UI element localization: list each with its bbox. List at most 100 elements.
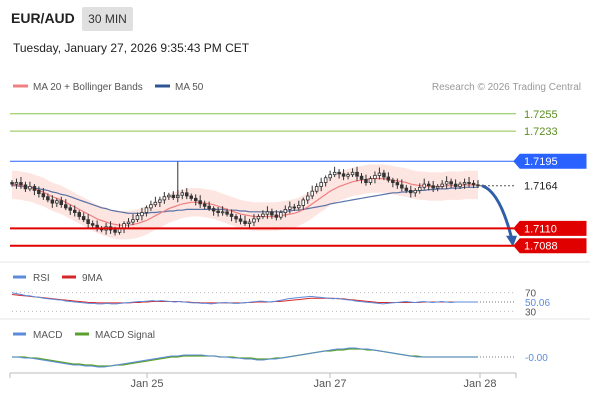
rsi-ma-label: 9MA bbox=[82, 273, 103, 284]
candle-body bbox=[386, 176, 391, 181]
ma20-line bbox=[12, 178, 478, 226]
candle-body bbox=[382, 172, 386, 178]
level-tag-1-7164 bbox=[514, 178, 586, 193]
macd-legend: MACD MACD Signal bbox=[13, 330, 155, 341]
price-plot bbox=[10, 161, 517, 247]
price-levels: 1.7255 1.7233 1.7195 1.7164 1.7110 1.7088 bbox=[10, 109, 587, 254]
candle-body bbox=[256, 216, 261, 220]
price-legend: MA 20 + Bollinger Bands MA 50 Research ©… bbox=[13, 82, 581, 93]
candle-body bbox=[292, 206, 296, 209]
candle-body bbox=[14, 182, 19, 185]
candle-body bbox=[319, 182, 323, 187]
candle-body bbox=[202, 203, 207, 207]
candle-body bbox=[55, 200, 59, 204]
candle-body bbox=[332, 171, 337, 176]
macd-label: MACD bbox=[33, 330, 62, 341]
candle-body bbox=[10, 182, 14, 185]
candle-body bbox=[81, 216, 86, 221]
macd-signal-line bbox=[12, 348, 478, 367]
candle-body bbox=[207, 205, 211, 209]
candle-body bbox=[131, 219, 135, 223]
candle-body bbox=[68, 207, 73, 211]
candle-body bbox=[140, 212, 144, 217]
candle-body bbox=[435, 186, 440, 189]
candle-body bbox=[417, 186, 422, 191]
candle-body bbox=[126, 221, 131, 225]
candle-body bbox=[476, 184, 480, 187]
candle-body bbox=[220, 211, 225, 214]
candle-body bbox=[211, 208, 216, 212]
rsi-tick-30: 30 bbox=[525, 307, 537, 318]
macd-line bbox=[12, 347, 478, 368]
candle-body bbox=[274, 214, 279, 218]
candle-body bbox=[171, 194, 176, 198]
candle-body bbox=[377, 172, 382, 176]
candle-body bbox=[359, 175, 364, 180]
candle-body bbox=[467, 182, 471, 184]
candle-body bbox=[64, 204, 68, 209]
level-label-1-7110: 1.7110 bbox=[524, 223, 557, 235]
candle-body bbox=[167, 194, 171, 198]
candle-body bbox=[426, 183, 431, 187]
candle-body bbox=[471, 182, 476, 186]
candle-body bbox=[247, 221, 252, 225]
x-tick-label: Jan 25 bbox=[130, 378, 163, 390]
copyright-label: Research © 2026 Trading Central bbox=[432, 82, 581, 93]
macd-plot: -0.00 bbox=[12, 347, 548, 368]
candle-body bbox=[50, 199, 55, 204]
level-label-1-7088: 1.7088 bbox=[524, 241, 558, 253]
candle-body bbox=[350, 171, 355, 176]
candle-body bbox=[28, 186, 32, 190]
candle-body bbox=[408, 189, 413, 194]
candle-body bbox=[346, 174, 350, 177]
level-tag-1-7195 bbox=[513, 153, 587, 169]
candle-body bbox=[373, 174, 377, 179]
signal-label: MACD Signal bbox=[95, 330, 155, 341]
candle-body bbox=[59, 200, 64, 205]
candle-body bbox=[368, 178, 373, 183]
candle-body bbox=[32, 186, 37, 191]
candle-body bbox=[153, 201, 158, 206]
candle-body bbox=[270, 211, 274, 216]
x-tick-label: Jan 27 bbox=[313, 378, 346, 390]
candle-body bbox=[404, 187, 409, 191]
candle-body bbox=[225, 211, 229, 215]
candle-body bbox=[184, 192, 189, 197]
candle-body bbox=[46, 196, 50, 201]
candle-body bbox=[261, 213, 265, 217]
candle-body bbox=[283, 208, 288, 213]
datetime-label: Tuesday, January 27, 2026 9:35:43 PM CET bbox=[13, 41, 250, 55]
candle-body bbox=[113, 229, 117, 233]
candle-body bbox=[229, 213, 234, 217]
candle-body bbox=[158, 199, 162, 203]
level-tag-1-7110 bbox=[513, 220, 587, 236]
symbol-label: EUR/AUD bbox=[11, 10, 75, 26]
candle-body bbox=[431, 185, 435, 189]
rsi-legend: RSI 9MA bbox=[13, 273, 103, 284]
candle-body bbox=[364, 178, 368, 183]
candle-body bbox=[73, 209, 77, 213]
candle-body bbox=[189, 195, 193, 199]
candle-body bbox=[323, 177, 328, 183]
candle-body bbox=[449, 181, 453, 185]
candle-body bbox=[395, 182, 400, 186]
ma50-label: MA 50 bbox=[175, 82, 204, 93]
timeframe-button[interactable]: 30 MIN bbox=[82, 7, 133, 31]
level-label-1-7233: 1.7233 bbox=[524, 126, 558, 138]
candle-body bbox=[462, 182, 467, 185]
rsi-tick-70: 70 bbox=[525, 289, 537, 300]
candle-body bbox=[305, 195, 310, 201]
candle-body bbox=[162, 196, 167, 201]
candle-body bbox=[238, 218, 243, 222]
candle-body bbox=[90, 223, 95, 226]
candle-body bbox=[19, 182, 23, 186]
candle-body bbox=[77, 212, 82, 217]
candle-body bbox=[198, 200, 202, 205]
projection-arrow bbox=[481, 184, 514, 241]
ma20-label: MA 20 + Bollinger Bands bbox=[33, 82, 143, 93]
candle-body bbox=[41, 193, 46, 198]
level-label-1-7255: 1.7255 bbox=[524, 109, 558, 121]
candle-body bbox=[144, 207, 149, 213]
